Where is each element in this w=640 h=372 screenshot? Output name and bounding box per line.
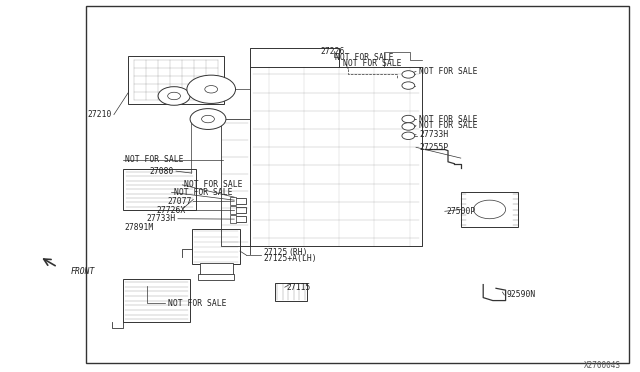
Bar	[128, 56, 224, 104]
Circle shape	[402, 123, 415, 130]
Circle shape	[187, 75, 236, 103]
Text: FRONT: FRONT	[70, 267, 95, 276]
Bar	[234, 207, 246, 213]
Text: 92590N: 92590N	[507, 291, 536, 299]
Bar	[234, 216, 246, 222]
Circle shape	[168, 92, 180, 100]
Text: (RH): (RH)	[288, 248, 307, 257]
Text: NOT FOR SALE: NOT FOR SALE	[174, 188, 232, 197]
Circle shape	[402, 115, 415, 123]
Text: NOT FOR SALE: NOT FOR SALE	[419, 115, 477, 124]
Bar	[461, 192, 518, 227]
Text: 27500P: 27500P	[447, 207, 476, 216]
Bar	[234, 198, 246, 204]
Bar	[123, 279, 190, 322]
Text: NOT FOR SALE: NOT FOR SALE	[419, 121, 477, 130]
Bar	[123, 169, 196, 210]
Text: X270004S: X270004S	[584, 361, 621, 370]
Bar	[275, 283, 307, 301]
Text: 27255P: 27255P	[419, 143, 449, 152]
Circle shape	[402, 132, 415, 140]
Text: 27080: 27080	[150, 167, 174, 176]
Text: NOT FOR SALE: NOT FOR SALE	[343, 60, 401, 68]
Text: 27077: 27077	[168, 197, 192, 206]
Text: 27226: 27226	[320, 47, 344, 56]
Text: 27125+A(LH): 27125+A(LH)	[264, 254, 317, 263]
Circle shape	[158, 87, 190, 105]
Text: NOT FOR SALE: NOT FOR SALE	[419, 67, 477, 76]
Text: 27726X: 27726X	[156, 206, 186, 215]
Circle shape	[474, 200, 506, 219]
Text: 27891M: 27891M	[125, 223, 154, 232]
Text: 27210: 27210	[88, 110, 112, 119]
Text: NOT FOR SALE: NOT FOR SALE	[184, 180, 243, 189]
Text: 27115: 27115	[287, 283, 311, 292]
Text: NOT FOR SALE: NOT FOR SALE	[335, 53, 394, 62]
Circle shape	[402, 71, 415, 78]
Bar	[192, 229, 240, 264]
Text: 27733H: 27733H	[419, 130, 449, 139]
Bar	[230, 215, 236, 223]
Circle shape	[402, 82, 415, 89]
Bar	[198, 274, 234, 280]
Circle shape	[190, 109, 226, 129]
Bar	[200, 263, 233, 275]
Circle shape	[205, 86, 218, 93]
Circle shape	[202, 115, 214, 123]
Text: NOT FOR SALE: NOT FOR SALE	[168, 299, 226, 308]
Bar	[195, 116, 204, 122]
Bar	[86, 6, 629, 363]
Text: 27125: 27125	[264, 248, 288, 257]
Text: NOT FOR SALE: NOT FOR SALE	[125, 155, 183, 164]
Bar	[230, 206, 236, 214]
Bar	[230, 197, 236, 205]
Text: 27733H: 27733H	[147, 214, 176, 223]
